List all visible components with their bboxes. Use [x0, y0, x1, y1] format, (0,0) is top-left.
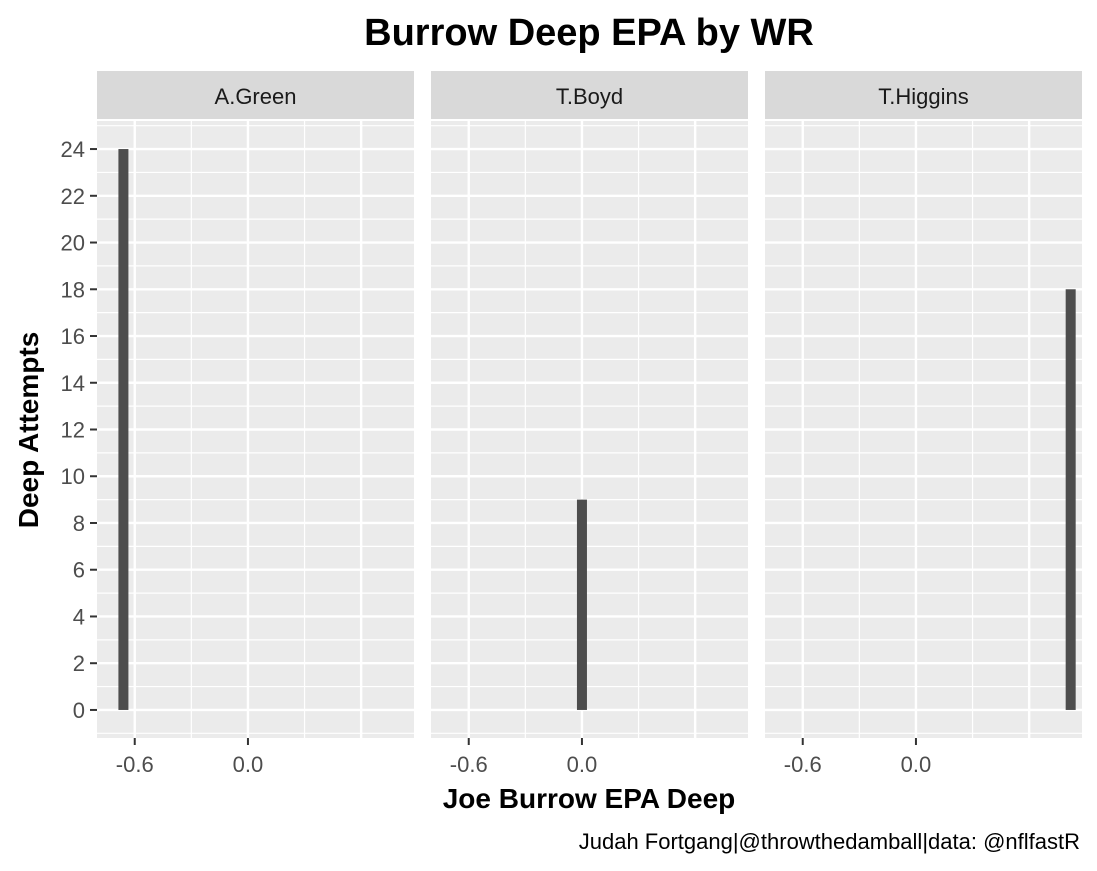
caption: Judah Fortgang|@throwthedamball|data: @n…	[579, 829, 1080, 854]
facet-a-green: A.Green -0.6 0.0	[97, 71, 414, 777]
y-tick-label: 10	[61, 464, 85, 489]
y-tick-label: 6	[73, 558, 85, 583]
x-tick-label: 0.0	[567, 752, 598, 777]
y-tick-label: 14	[61, 371, 85, 396]
facet-strip-label: A.Green	[215, 84, 297, 109]
facet-strip	[431, 71, 748, 119]
facet-strip	[765, 71, 1082, 119]
facet-strip-label: T.Boyd	[556, 84, 623, 109]
facet-strip-label: T.Higgins	[878, 84, 968, 109]
y-tick-label: 4	[73, 604, 85, 629]
facet-t-boyd: T.Boyd -0.6 0.0	[431, 71, 748, 777]
y-tick-label: 20	[61, 231, 85, 256]
y-tick-label: 18	[61, 277, 85, 302]
y-tick-label: 8	[73, 511, 85, 536]
bar	[576, 499, 587, 710]
y-tick-label: 22	[61, 184, 85, 209]
x-tick-label: -0.6	[116, 752, 154, 777]
y-axis-label: Deep Attempts	[13, 332, 44, 529]
x-tick-label: -0.6	[784, 752, 822, 777]
y-tick-label: 0	[73, 698, 85, 723]
y-tick-label: 16	[61, 324, 85, 349]
x-axis-label: Joe Burrow EPA Deep	[443, 783, 736, 814]
x-tick-label: 0.0	[233, 752, 264, 777]
bar	[118, 149, 129, 710]
y-tick-label: 24	[61, 137, 85, 162]
x-tick-label: 0.0	[901, 752, 932, 777]
x-tick-label: -0.6	[450, 752, 488, 777]
bar	[1065, 289, 1076, 710]
y-tick-label: 2	[73, 651, 85, 676]
chart-title: Burrow Deep EPA by WR	[364, 12, 814, 54]
y-tick-label: 12	[61, 418, 85, 443]
facet-panels: A.Green -0.6 0.0 T.Boyd -0.6 0.0 T.Higgins -0.6…	[97, 71, 1082, 777]
facet-strip	[97, 71, 414, 119]
facet-t-higgins: T.Higgins -0.6 0.0	[765, 71, 1082, 777]
